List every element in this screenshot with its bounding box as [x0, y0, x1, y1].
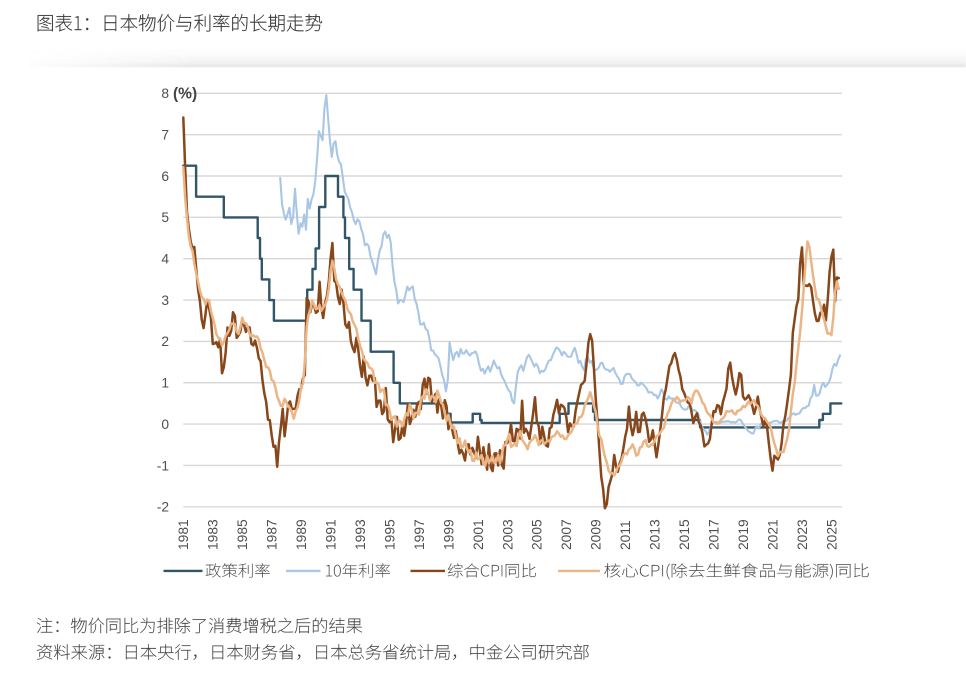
svg-text:2021: 2021 — [765, 519, 780, 550]
svg-text:2005: 2005 — [530, 519, 545, 550]
svg-text:2019: 2019 — [736, 519, 751, 550]
svg-text:2001: 2001 — [471, 519, 486, 550]
svg-text:1995: 1995 — [382, 519, 397, 550]
svg-text:4: 4 — [161, 252, 169, 267]
svg-text:5: 5 — [161, 210, 169, 225]
svg-text:2017: 2017 — [707, 519, 722, 550]
svg-text:1985: 1985 — [235, 519, 250, 550]
svg-text:(%): (%) — [173, 85, 197, 102]
svg-text:1991: 1991 — [324, 519, 339, 550]
svg-text:1983: 1983 — [206, 519, 221, 550]
svg-text:7: 7 — [161, 128, 169, 143]
svg-text:-2: -2 — [157, 500, 169, 515]
svg-text:8: 8 — [161, 86, 169, 101]
svg-text:2011: 2011 — [618, 520, 633, 550]
svg-text:6: 6 — [161, 169, 169, 184]
svg-text:-1: -1 — [157, 458, 169, 473]
svg-text:3: 3 — [161, 293, 169, 308]
svg-text:1987: 1987 — [265, 519, 280, 550]
svg-text:2: 2 — [161, 334, 169, 349]
svg-text:1981: 1981 — [176, 519, 191, 550]
svg-text:2015: 2015 — [677, 519, 692, 550]
svg-text:1: 1 — [161, 376, 169, 391]
svg-text:2013: 2013 — [648, 519, 663, 550]
svg-text:1989: 1989 — [294, 519, 309, 550]
svg-text:2009: 2009 — [589, 519, 604, 550]
svg-text:0: 0 — [161, 417, 169, 432]
svg-text:2007: 2007 — [559, 519, 574, 550]
svg-text:1993: 1993 — [353, 519, 368, 550]
svg-text:1999: 1999 — [441, 519, 456, 550]
svg-text:1997: 1997 — [412, 519, 427, 550]
svg-text:2023: 2023 — [795, 519, 810, 550]
svg-text:2003: 2003 — [500, 519, 515, 550]
svg-text:2025: 2025 — [824, 519, 839, 550]
